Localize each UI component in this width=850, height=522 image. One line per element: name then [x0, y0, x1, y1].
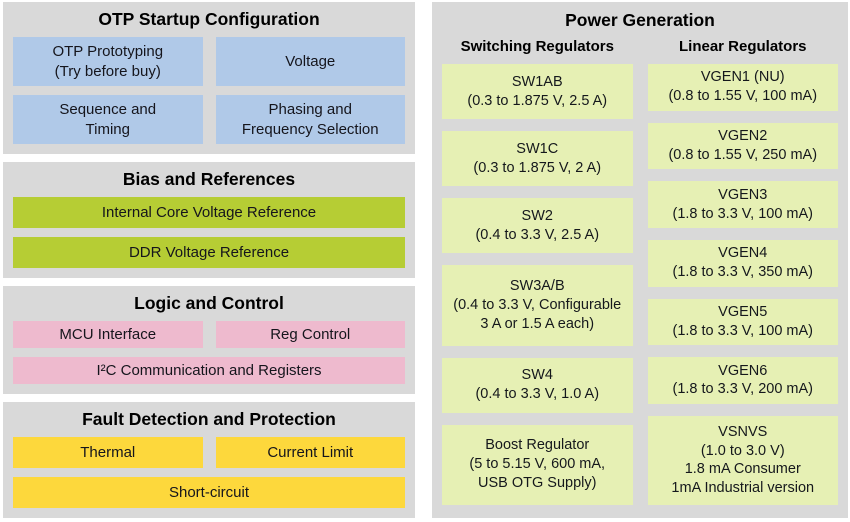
regulator-boxes: VGEN1 (NU) (0.8 to 1.55 V, 100 mA) VGEN2 … — [647, 64, 838, 505]
section-row: DDR Voltage Reference — [13, 237, 405, 268]
section-otp-startup-configuration: OTP Startup Configuration OTP Prototyping… — [3, 2, 415, 154]
section-fault-detection-and-protection: Fault Detection and Protection Thermal Cur… — [3, 402, 415, 518]
regulator-box: VGEN2 (0.8 to 1.55 V, 250 mA) — [647, 122, 838, 170]
section-rows: Thermal Current Limit Short-circuit — [3, 429, 415, 518]
regulator-boxes: SW1AB (0.3 to 1.875 V, 2.5 A) SW1C (0.3 t… — [442, 64, 633, 505]
section-rows: OTP Prototyping (Try before buy) Voltage S… — [3, 29, 415, 154]
section-rows: MCU Interface Reg Control I²C Communicatio… — [3, 313, 415, 394]
regulator-box: VSNVS (1.0 to 3.0 V) 1.8 mA Consumer 1mA… — [647, 415, 838, 505]
section-row: MCU Interface Reg Control — [13, 321, 405, 349]
feature-box: Thermal — [13, 437, 203, 469]
left-column: OTP Startup Configuration OTP Prototyping… — [3, 2, 415, 518]
power-generation-panel: Power Generation Switching Regulators SW1… — [432, 2, 848, 518]
feature-box: Phasing and Frequency Selection — [215, 95, 405, 144]
feature-box: Voltage — [215, 37, 405, 87]
column-header: Switching Regulators — [460, 38, 614, 55]
power-generation-title: Power Generation — [565, 10, 715, 30]
feature-box: I²C Communication and Registers — [13, 357, 405, 384]
regulator-box: SW2 (0.4 to 3.3 V, 2.5 A) — [442, 198, 633, 253]
feature-box: MCU Interface — [13, 321, 203, 349]
feature-box: Short-circuit — [13, 477, 405, 508]
feature-box: Sequence and Timing — [13, 95, 203, 144]
column-header: Linear Regulators — [678, 38, 807, 55]
regulator-box: SW1AB (0.3 to 1.875 V, 2.5 A) — [442, 64, 633, 119]
feature-box: Reg Control — [215, 321, 405, 349]
section-title: OTP Startup Configuration — [98, 9, 320, 29]
section-rows: Internal Core Voltage Reference DDR Volta… — [3, 189, 415, 278]
feature-box: OTP Prototyping (Try before buy) — [13, 37, 203, 87]
regulator-box: VGEN4 (1.8 to 3.3 V, 350 mA) — [647, 239, 838, 287]
feature-box: Current Limit — [215, 437, 405, 469]
feature-box: Internal Core Voltage Reference — [13, 197, 405, 229]
regulator-column-switching-regulators: Switching Regulators SW1AB (0.3 to 1.875 … — [442, 34, 633, 505]
regulator-box: VGEN6 (1.8 to 3.3 V, 200 mA) — [647, 357, 838, 404]
section-row: Thermal Current Limit — [13, 437, 405, 469]
section-row: Sequence and Timing Phasing and Frequency… — [13, 95, 405, 144]
section-row: I²C Communication and Registers — [13, 357, 405, 384]
regulator-box: SW4 (0.4 to 3.3 V, 1.0 A) — [442, 357, 633, 413]
regulator-box: Boost Regulator (5 to 5.15 V, 600 mA, US… — [442, 424, 633, 505]
section-bias-and-references: Bias and References Internal Core Voltage… — [3, 162, 415, 278]
feature-box: DDR Voltage Reference — [13, 237, 405, 268]
regulator-column-linear-regulators: Linear Regulators VGEN1 (NU) (0.8 to 1.55… — [647, 34, 838, 505]
section-logic-and-control: Logic and Control MCU Interface Reg Contro… — [3, 286, 415, 394]
regulator-box: VGEN1 (NU) (0.8 to 1.55 V, 100 mA) — [647, 64, 838, 111]
section-title: Bias and References — [122, 169, 296, 189]
section-row: Short-circuit — [13, 477, 405, 508]
regulator-box: VGEN5 (1.8 to 3.3 V, 100 mA) — [647, 298, 838, 346]
regulator-box: SW3A/B (0.4 to 3.3 V, Configurable 3 A o… — [442, 265, 633, 346]
section-title: Fault Detection and Protection — [82, 409, 336, 429]
regulator-box: VGEN3 (1.8 to 3.3 V, 100 mA) — [647, 181, 838, 228]
section-row: OTP Prototyping (Try before buy) Voltage — [13, 37, 405, 87]
regulator-box: SW1C (0.3 to 1.875 V, 2 A) — [442, 131, 633, 186]
power-columns: Switching Regulators SW1AB (0.3 to 1.875 … — [442, 34, 838, 505]
section-row: Internal Core Voltage Reference — [13, 197, 405, 229]
section-title: Logic and Control — [134, 293, 284, 313]
